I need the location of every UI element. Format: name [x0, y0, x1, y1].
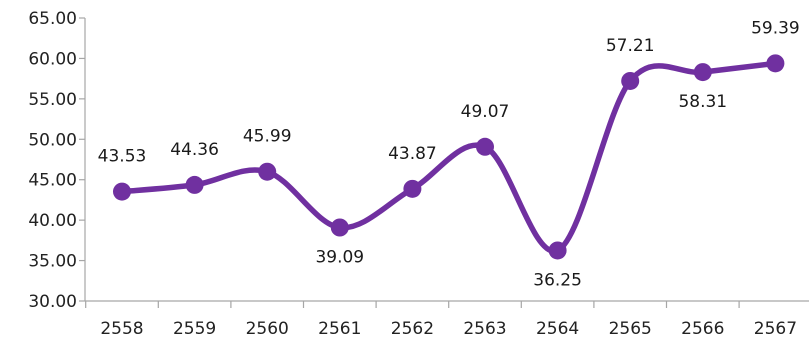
x-tick-label: 2567 — [754, 319, 797, 339]
x-tick-label: 2560 — [246, 319, 289, 339]
series-line — [119, 60, 779, 254]
data-label: 36.25 — [533, 270, 582, 290]
data-point-marker — [258, 162, 277, 181]
data-point-marker — [766, 54, 785, 73]
x-tick-label: 2564 — [536, 319, 579, 339]
data-label: 49.07 — [461, 102, 510, 122]
x-tick-label: 2565 — [609, 319, 652, 339]
data-point-marker — [403, 179, 422, 198]
data-label: 39.09 — [315, 248, 364, 268]
x-tick-label: 2559 — [173, 319, 216, 339]
x-tick-label: 2563 — [463, 319, 506, 339]
data-label: 44.36 — [170, 140, 219, 160]
y-tick-label: 30.00 — [28, 292, 77, 312]
data-point-marker — [113, 182, 131, 201]
y-tick-label: 40.00 — [28, 211, 77, 231]
data-label: 59.39 — [751, 18, 800, 38]
data-point-marker — [476, 137, 494, 156]
data-point-marker — [693, 63, 712, 82]
axes: 30.00 35.00 40.00 45.00 50.00 55.00 60.00 65.00… — [28, 9, 809, 339]
y-tick-label: 35.00 — [28, 252, 77, 272]
y-tick-label: 65.00 — [28, 9, 77, 29]
y-tick-label: 55.00 — [28, 90, 77, 110]
y-tick-label: 45.00 — [28, 171, 77, 191]
x-tick-label: 2558 — [100, 319, 143, 339]
data-labels-layer: 43.53 44.36 45.99 39.09 43.87 49.07 36.25 57.21… — [98, 18, 800, 290]
markers-layer — [113, 54, 785, 260]
data-point-marker — [330, 218, 349, 237]
data-point-marker — [621, 71, 640, 90]
data-label: 43.53 — [98, 147, 147, 167]
data-point-marker — [548, 241, 567, 260]
x-tick-label: 2562 — [391, 319, 434, 339]
x-tick-label: 2561 — [318, 319, 361, 339]
data-label: 58.31 — [678, 92, 727, 112]
data-point-marker — [185, 175, 204, 194]
data-label: 43.87 — [388, 144, 437, 164]
data-label: 45.99 — [243, 127, 292, 147]
data-label: 57.21 — [606, 36, 655, 56]
x-tick-label: 2566 — [681, 319, 724, 339]
y-tick-label: 60.00 — [28, 49, 77, 69]
series-layer — [119, 60, 779, 254]
y-tick-label: 50.00 — [28, 130, 77, 150]
